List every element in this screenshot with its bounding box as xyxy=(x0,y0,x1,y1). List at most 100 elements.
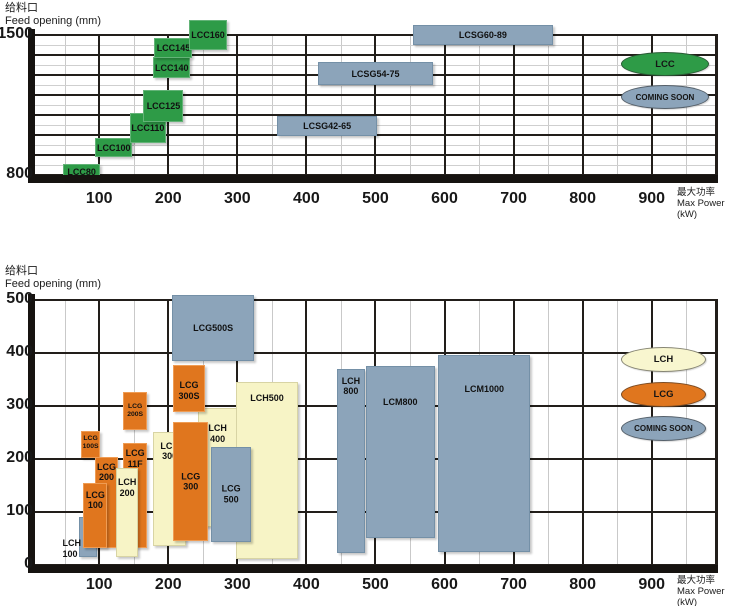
grid-major-hline xyxy=(35,114,718,116)
grid-minor-vline xyxy=(617,300,619,565)
range-box-lcsg60-89: LCSG60-89 xyxy=(412,25,553,45)
x-tick-label-500: 500 xyxy=(362,576,389,593)
range-box-lcc145: LCC145 xyxy=(154,38,193,58)
range-box-lcg-100s: LCG 100S xyxy=(81,430,100,458)
range-box-label-lch-200: LCH 200 xyxy=(117,477,137,498)
range-box-label-lcm800: LCM800 xyxy=(383,397,418,408)
range-box-label-lcc110: LCC110 xyxy=(131,122,165,133)
range-box-label-lcg500s: LCG500S xyxy=(193,322,234,333)
grid-minor-vline xyxy=(133,300,135,565)
range-box-label-lch500: LCH500 xyxy=(250,393,284,404)
range-box-lch-800: LCH 800 xyxy=(336,368,366,553)
y-axis-bar xyxy=(28,294,35,573)
range-box-label-lch-100: LCH 100 xyxy=(62,538,82,559)
bottom-chart-x-axis-title: 最大功率 Max Power (kW) xyxy=(677,575,741,606)
grid-major-hline xyxy=(35,352,718,354)
legend-lcc: LCC xyxy=(621,52,709,76)
range-box-label-lcsg54-75: LCSG54-75 xyxy=(351,68,400,79)
range-box-lcc160: LCC160 xyxy=(189,20,227,50)
range-box-lcc125: LCC125 xyxy=(143,90,184,122)
range-box-label-lcg-100s: LCG 100S xyxy=(82,434,99,450)
range-box-label-lch-800: LCH 800 xyxy=(341,375,361,397)
top-chart-y-axis-title: 给料口 Feed opening (mm) xyxy=(5,2,101,28)
range-box-lcg-300: LCG 300 xyxy=(173,421,209,542)
legend-lch: LCH xyxy=(621,347,706,372)
range-box-lch-200: LCH 200 xyxy=(116,468,138,558)
grid-major-hline xyxy=(35,154,718,156)
y-tick-label-400: 400 xyxy=(6,343,33,360)
bottom-chart-x-axis-title-en: Max Power (kW) xyxy=(677,586,725,606)
range-box-label-lcg-300: LCG 300 xyxy=(181,471,201,492)
bottom-chart-y-axis-title: 给料口 Feed opening (mm) xyxy=(5,265,101,291)
y-tick-label-800: 800 xyxy=(6,165,33,182)
grid-major-vline xyxy=(374,35,377,175)
range-box-lcg500s: LCG500S xyxy=(172,295,254,361)
grid-major-vline xyxy=(581,300,584,565)
range-box-label-lcg-100: LCG 100 xyxy=(85,489,105,511)
range-box-lcm800: LCM800 xyxy=(365,366,435,538)
range-box-label-lcg-200: LCG 200 xyxy=(96,461,116,483)
grid-major-hline xyxy=(35,299,718,301)
x-tick-label-300: 300 xyxy=(223,576,251,593)
x-tick-label-300: 300 xyxy=(223,190,251,207)
range-box-lcg-500: LCG 500 xyxy=(211,446,252,543)
legend-coming-soon: COMING SOON xyxy=(621,85,709,109)
x-tick-label-900: 900 xyxy=(638,576,666,593)
x-axis-bar xyxy=(28,175,718,183)
range-box-label-lcc140: LCC140 xyxy=(154,62,189,73)
grid-minor-hline xyxy=(35,145,718,146)
grid-minor-hline xyxy=(35,85,718,86)
x-tick-label-100: 100 xyxy=(85,190,113,207)
range-box-lcsg54-75: LCSG54-75 xyxy=(318,62,433,85)
legend-coming-soon: COMING SOON xyxy=(621,416,706,441)
x-axis-bar xyxy=(28,565,718,573)
x-tick-label-700: 700 xyxy=(500,576,527,593)
range-box-lcg-100: LCG 100 xyxy=(83,482,108,549)
range-box-label-lcg-300s: LCG 300S xyxy=(178,380,200,401)
range-box-label-lcsg42-65: LCSG42-65 xyxy=(303,120,352,131)
range-box-label-lch-400: LCH 400 xyxy=(208,423,227,444)
range-box-lcg-200s: LCG 200S xyxy=(123,392,147,430)
range-box-label-lcg-500: LCG 500 xyxy=(221,483,241,505)
grid-minor-hline xyxy=(35,105,718,106)
y-tick-label-200: 200 xyxy=(6,449,33,466)
x-tick-label-600: 600 xyxy=(431,190,458,207)
grid-major-hline xyxy=(35,34,718,36)
range-box-label-lcc125: LCC125 xyxy=(146,100,181,111)
bottom-chart-y-axis-title-zh: 给料口 xyxy=(5,265,38,277)
legend-lcg: LCG xyxy=(621,382,706,407)
y-tick-label-300: 300 xyxy=(6,396,33,413)
range-box-lcsg42-65: LCSG42-65 xyxy=(277,116,377,136)
x-tick-label-800: 800 xyxy=(569,576,596,593)
top-chart-y-axis-title-zh: 给料口 xyxy=(5,2,38,14)
grid-minor-vline xyxy=(64,300,66,565)
bottom-chart-y-axis-title-en: Feed opening (mm) xyxy=(5,278,101,290)
x-tick-label-200: 200 xyxy=(154,576,182,593)
x-tick-label-200: 200 xyxy=(154,190,182,207)
top-chart-y-axis-title-en: Feed opening (mm) xyxy=(5,15,101,27)
x-tick-label-800: 800 xyxy=(569,190,596,207)
x-tick-label-100: 100 xyxy=(85,576,113,593)
range-box-label-lch-300: LCH 300 xyxy=(160,440,179,462)
range-box-label-lcc160: LCC160 xyxy=(191,29,225,40)
grid-major-vline xyxy=(512,35,515,175)
grid-minor-hline xyxy=(35,45,718,46)
x-tick-label-600: 600 xyxy=(431,576,458,593)
range-box-lcg-300s: LCG 300S xyxy=(173,365,205,412)
grid-major-hline xyxy=(35,54,718,56)
grid-major-vline xyxy=(443,35,446,175)
range-box-lcc140: LCC140 xyxy=(153,57,191,78)
grid-major-vline xyxy=(236,35,239,175)
plot-right-border xyxy=(715,300,718,565)
x-tick-label-700: 700 xyxy=(500,190,527,207)
x-tick-label-500: 500 xyxy=(362,190,389,207)
y-tick-label-0: 0 xyxy=(24,555,33,572)
range-box-label-lcc100: LCC100 xyxy=(96,142,131,153)
x-tick-label-400: 400 xyxy=(293,576,320,593)
range-box-label-lcg-11f: LCG 11F xyxy=(125,448,145,469)
range-box-label-lcg-200s: LCG 200S xyxy=(127,403,144,419)
grid-major-hline xyxy=(35,94,718,96)
range-box-lcm1000: LCM1000 xyxy=(438,355,531,552)
plot-right-border xyxy=(715,35,718,175)
